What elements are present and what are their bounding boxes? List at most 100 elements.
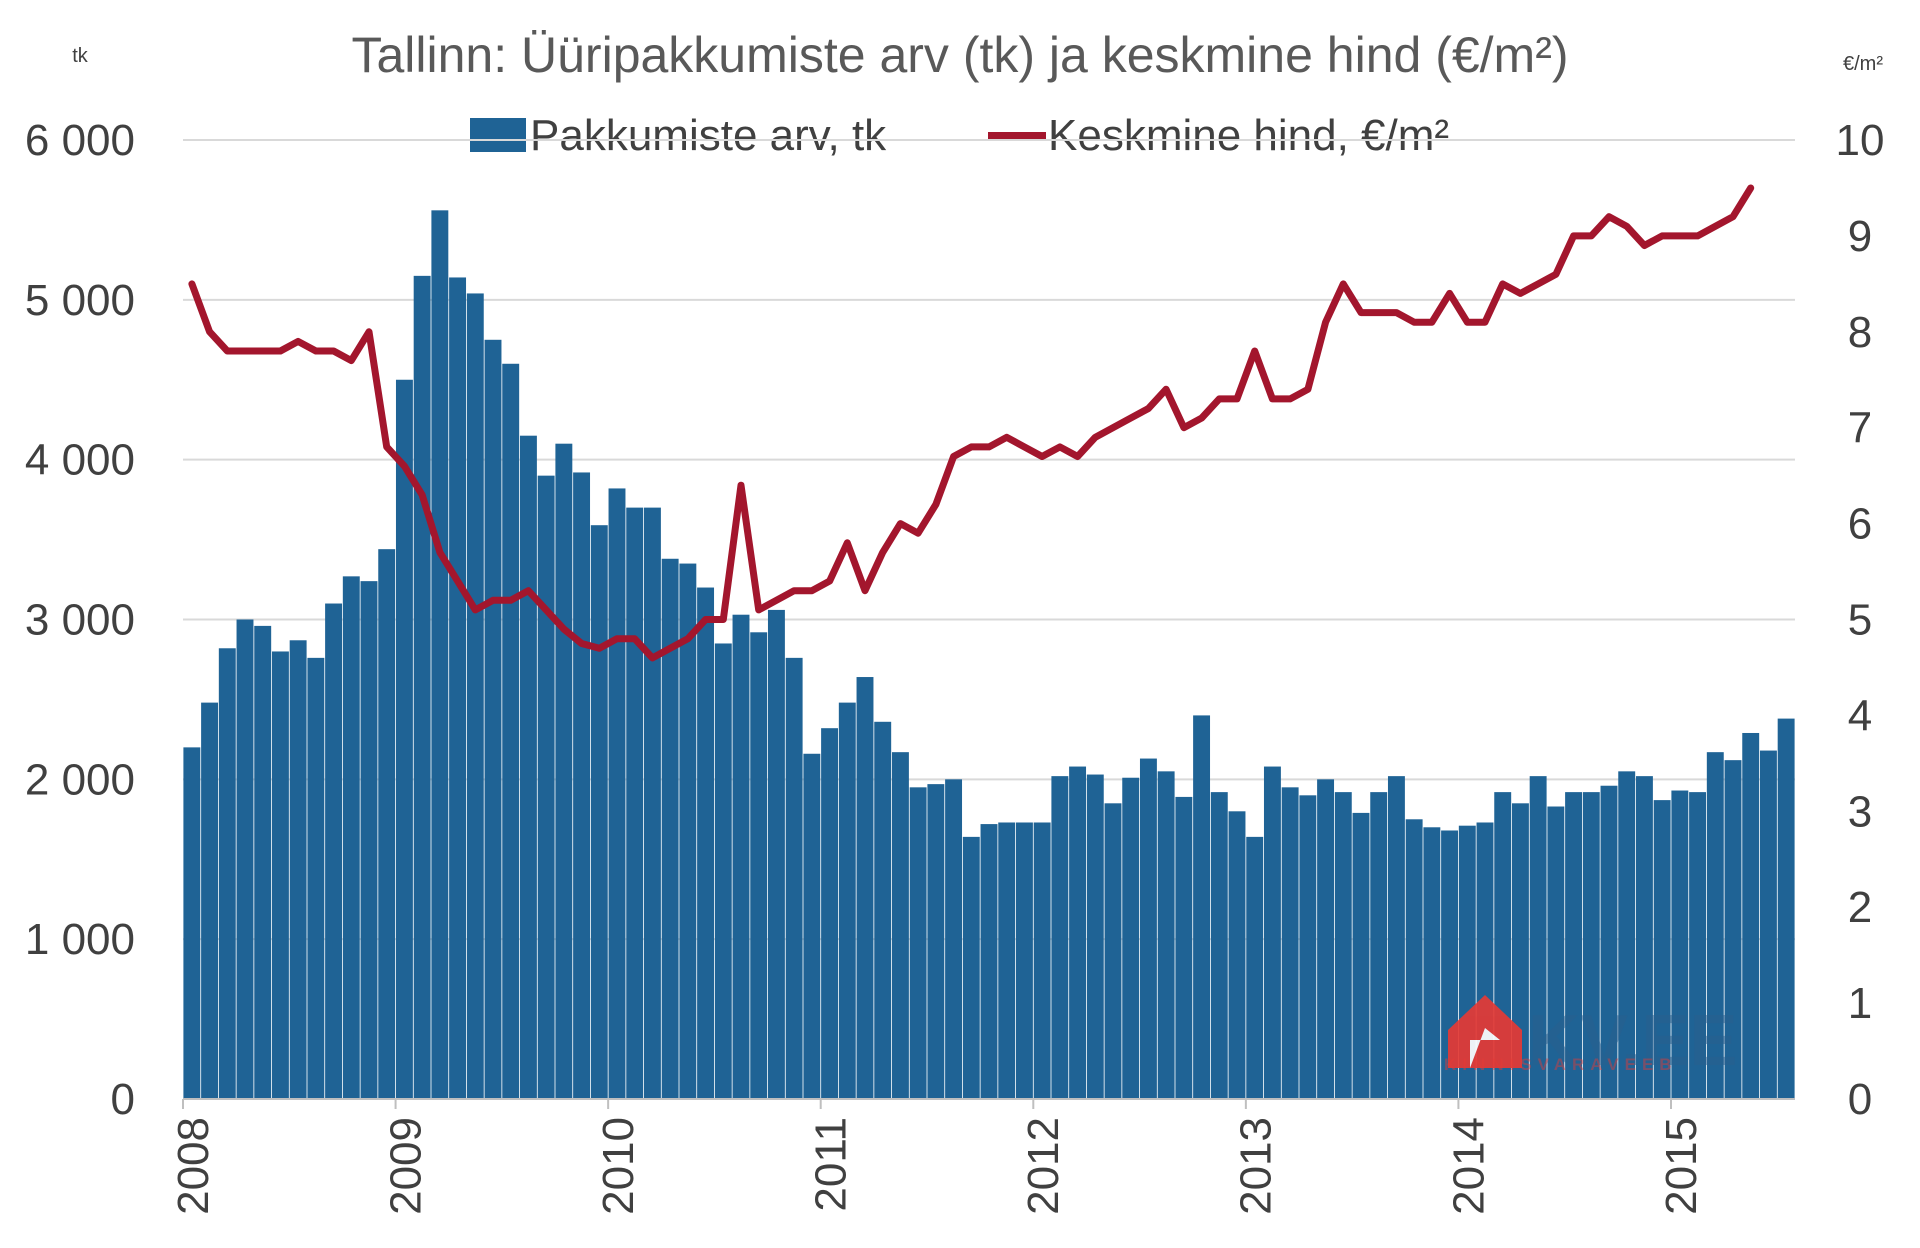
bar <box>413 275 431 1099</box>
bar <box>626 507 644 1099</box>
chart-title: Tallinn: Üüripakkumiste arv (tk) ja kesk… <box>351 27 1568 83</box>
left-tick-label: 3 000 <box>25 596 135 645</box>
left-tick-label: 1 000 <box>25 915 135 964</box>
right-tick-label: 0 <box>1848 1075 1872 1124</box>
bar <box>537 475 555 1099</box>
bar <box>484 339 502 1100</box>
bar <box>1175 796 1193 1099</box>
bar <box>1618 771 1636 1099</box>
bar <box>1228 811 1246 1099</box>
bar <box>378 549 396 1099</box>
bar <box>1281 787 1299 1099</box>
bar <box>821 728 839 1099</box>
bar <box>590 525 608 1099</box>
kv-ee-logo: KV.EE <box>1448 995 1737 1081</box>
bar <box>1299 795 1317 1099</box>
bar <box>1104 803 1122 1099</box>
bar-series <box>183 210 1795 1100</box>
left-axis-ticks: 0 1 000 2 000 3 000 4 000 5 000 6 000 <box>25 116 135 1124</box>
bar <box>838 702 856 1099</box>
bar <box>714 643 732 1099</box>
bar <box>1263 766 1281 1099</box>
bar <box>1600 785 1618 1099</box>
x-tick-label: 2014 <box>1444 1117 1493 1215</box>
right-tick-label: 9 <box>1848 212 1872 261</box>
line-series <box>188 184 1755 662</box>
bar <box>891 752 909 1099</box>
bar <box>1317 779 1335 1099</box>
bar <box>395 379 413 1099</box>
left-tick-label: 6 000 <box>25 116 135 165</box>
x-tick-label: 2010 <box>594 1117 643 1215</box>
house-door-icon <box>1470 1028 1500 1068</box>
bar <box>183 747 201 1099</box>
bar <box>1334 792 1352 1099</box>
bar <box>449 277 467 1099</box>
bar <box>1671 790 1689 1099</box>
left-axis-unit: tk <box>72 45 89 67</box>
legend-bar-label: Pakkumiste arv, tk <box>530 111 887 160</box>
bar <box>661 558 679 1099</box>
bar <box>218 648 236 1099</box>
right-tick-label: 3 <box>1848 787 1872 836</box>
right-axis-ticks: 0 1 2 3 4 5 6 7 8 9 10 <box>1836 116 1885 1124</box>
bar <box>519 435 537 1100</box>
bar <box>909 787 927 1099</box>
bar <box>1370 792 1388 1099</box>
bar <box>980 824 998 1099</box>
right-tick-label: 10 <box>1836 116 1885 165</box>
x-axis-ticks: 2008 2009 2010 2011 2012 2013 2014 2015 <box>169 1099 1706 1215</box>
bar <box>201 702 219 1099</box>
price-line <box>188 184 1755 662</box>
bar <box>1565 792 1583 1099</box>
bar <box>803 753 821 1099</box>
bar <box>325 603 343 1099</box>
bar <box>1724 760 1742 1099</box>
bar <box>1742 732 1760 1099</box>
bar <box>1051 776 1069 1099</box>
bar <box>1086 774 1104 1099</box>
bar <box>643 507 661 1099</box>
bar <box>1015 822 1033 1099</box>
bar <box>1246 836 1264 1099</box>
right-tick-label: 2 <box>1848 883 1872 932</box>
right-tick-label: 4 <box>1848 691 1872 740</box>
right-tick-label: 8 <box>1848 308 1872 357</box>
bar <box>767 609 785 1099</box>
bar <box>254 625 272 1099</box>
left-tick-label: 0 <box>111 1075 135 1124</box>
bar <box>1387 776 1405 1099</box>
bar <box>1706 752 1724 1099</box>
x-tick-label: 2012 <box>1019 1117 1068 1215</box>
bar <box>555 443 573 1099</box>
left-tick-label: 2 000 <box>25 755 135 804</box>
left-tick-label: 5 000 <box>25 276 135 325</box>
bar <box>697 587 715 1099</box>
logo-tagline: KINNISVARAVEEB <box>1444 1055 1678 1074</box>
legend-bar-swatch <box>470 118 526 152</box>
bar <box>307 657 325 1099</box>
bar <box>1547 806 1565 1099</box>
legend: Pakkumiste arv, tk Keskmine hind, €/m² <box>470 111 1449 160</box>
bar <box>1582 792 1600 1099</box>
bar <box>1759 750 1777 1099</box>
x-tick-label: 2015 <box>1657 1117 1706 1215</box>
bar <box>856 677 874 1099</box>
bar <box>466 293 484 1099</box>
bar <box>1033 822 1051 1099</box>
right-tick-label: 1 <box>1848 979 1872 1028</box>
bar <box>573 472 591 1099</box>
x-tick-label: 2008 <box>169 1117 218 1215</box>
left-tick-label: 4 000 <box>25 436 135 485</box>
bar <box>1405 819 1423 1099</box>
logo-main-text: KV.EE <box>1528 1001 1737 1081</box>
bar <box>1777 718 1795 1099</box>
bar <box>1423 827 1441 1099</box>
bar <box>874 721 892 1099</box>
bar <box>289 640 307 1099</box>
right-tick-label: 5 <box>1848 596 1872 645</box>
bar <box>502 363 520 1099</box>
bar <box>360 581 378 1099</box>
bar <box>962 836 980 1099</box>
